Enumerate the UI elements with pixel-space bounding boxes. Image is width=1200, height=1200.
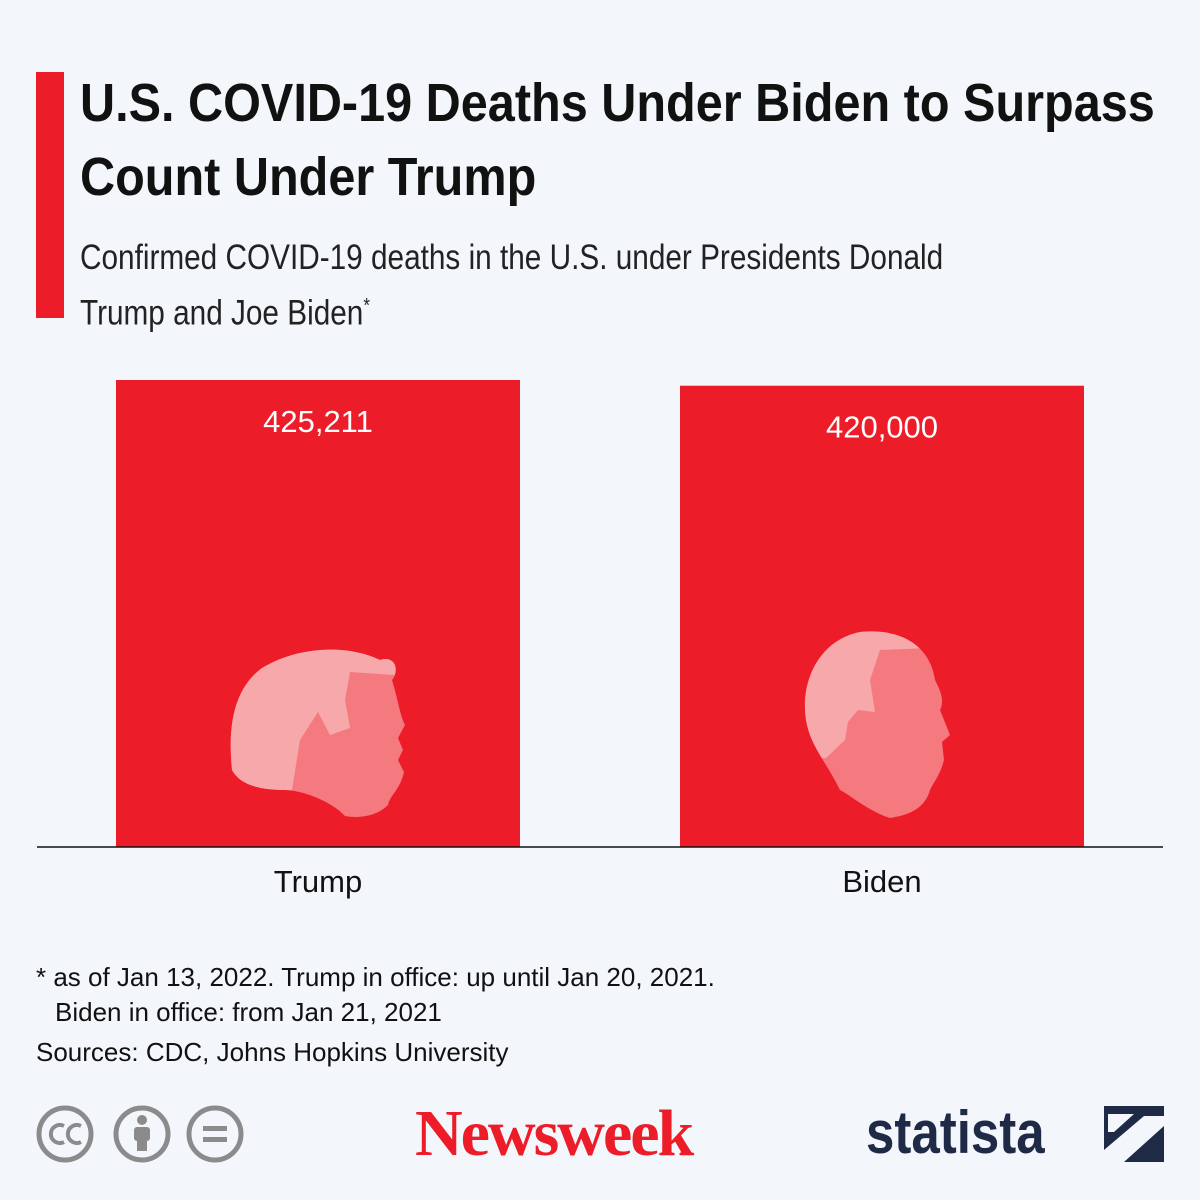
publisher-logo: Newsweek — [415, 1097, 694, 1170]
chart-subtitle: Confirmed COVID-19 deaths in the U.S. un… — [80, 234, 947, 338]
value-label: 420,000 — [826, 410, 938, 445]
x-tick-label: Trump — [274, 864, 362, 899]
subtitle-text: Confirmed COVID-19 deaths in the U.S. un… — [80, 238, 944, 333]
x-tick-label: Biden — [842, 864, 921, 899]
footnote: Biden in office: from Jan 21, 2021 — [55, 997, 442, 1027]
license-icons — [36, 1105, 244, 1163]
brand-icon — [1104, 1106, 1164, 1162]
value-label: 425,211 — [263, 404, 373, 439]
footnote: * as of Jan 13, 2022. Trump in office: u… — [36, 962, 715, 992]
subtitle-marker: * — [363, 295, 370, 317]
source: Sources: CDC, Johns Hopkins University — [36, 1037, 509, 1067]
brand-logo: statista — [866, 1099, 1045, 1166]
accent-bar — [36, 72, 64, 318]
chart-title: U.S. COVID-19 Deaths Under Biden to Surp… — [80, 73, 1155, 207]
